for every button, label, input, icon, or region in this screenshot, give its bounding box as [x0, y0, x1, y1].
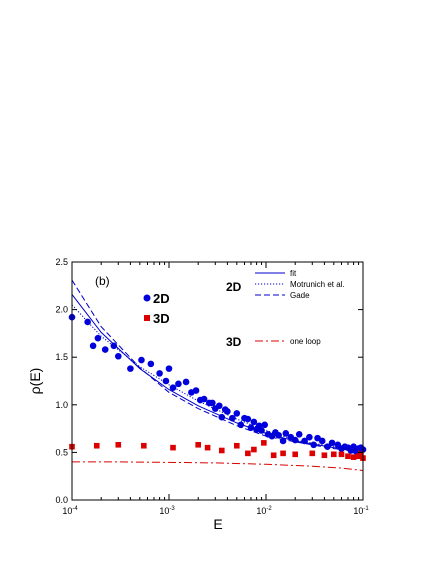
data-point	[127, 365, 134, 372]
data-point	[306, 433, 313, 441]
plot-frame	[71, 261, 364, 501]
legend-marker-circle	[143, 294, 151, 302]
legend-label-one-loop: one loop	[290, 337, 321, 346]
data-point	[93, 442, 100, 449]
y-tick-label: 0.0	[55, 495, 68, 505]
data-point	[195, 441, 201, 448]
data-point	[261, 421, 269, 429]
data-point	[244, 415, 252, 423]
data-point	[345, 453, 351, 460]
data-point	[338, 451, 345, 458]
data-point	[309, 450, 316, 457]
y-tick-label: 1.0	[55, 400, 68, 410]
x-tick-label: 10-1	[353, 506, 369, 516]
line-gade	[71, 279, 364, 452]
data-point	[165, 365, 173, 372]
legend-marker-square	[144, 315, 150, 321]
data-point	[115, 441, 122, 448]
data-point	[101, 346, 109, 353]
data-point	[209, 399, 216, 407]
series-2d	[68, 313, 367, 455]
data-point	[261, 440, 267, 446]
data-point	[250, 418, 258, 426]
data-point	[358, 450, 364, 457]
data-point	[182, 378, 190, 386]
line-fit	[71, 294, 364, 451]
legend-group-2d: 2D	[226, 280, 242, 294]
line-motrunich-et-al	[71, 304, 364, 450]
x-tick-label: 10-2	[256, 506, 272, 516]
data-point	[141, 442, 147, 449]
data-point	[175, 380, 182, 388]
panel-label: (b)	[95, 274, 110, 288]
data-point	[295, 431, 303, 438]
data-point	[156, 370, 163, 377]
data-point	[170, 444, 176, 451]
data-point	[245, 450, 251, 457]
data-point	[192, 387, 200, 394]
series-fit	[71, 294, 364, 451]
legend-label-fit: fit	[290, 269, 297, 278]
y-tick-label: 2.0	[55, 305, 68, 315]
data-point	[224, 408, 231, 415]
data-point	[292, 451, 298, 458]
legend: 2D 3D 2D fit Motrunich et al. Gade 3D one loop	[143, 269, 345, 349]
data-point	[318, 437, 326, 445]
data-point	[200, 395, 208, 403]
data-point	[280, 450, 286, 457]
series-one-loop	[72, 461, 364, 471]
x-tick-label: 10-3	[159, 506, 175, 516]
legend-label-gade: Gade	[290, 291, 310, 300]
data-point	[331, 451, 337, 458]
data-point	[234, 442, 240, 449]
data-point	[89, 342, 97, 350]
x-tick-label: 10-4	[62, 506, 78, 516]
data-point	[233, 410, 241, 417]
plot-series	[68, 279, 367, 471]
series-gade	[71, 279, 364, 452]
x-axis-label: E	[213, 516, 222, 532]
data-point	[84, 318, 91, 326]
series-motrunich-et-al	[71, 304, 364, 450]
data-point	[94, 334, 102, 342]
data-point	[321, 452, 328, 459]
data-point	[138, 356, 145, 364]
legend-group-3d: 3D	[226, 335, 242, 349]
data-point	[350, 454, 357, 460]
data-point	[310, 441, 317, 449]
data-point	[162, 377, 170, 385]
legend-label-2d: 2D	[153, 291, 170, 306]
data-point	[114, 352, 122, 360]
legend-label-3d: 3D	[153, 311, 170, 326]
data-point	[355, 453, 362, 460]
data-point	[218, 447, 225, 454]
data-point	[204, 444, 211, 451]
data-point	[215, 402, 223, 410]
data-point	[147, 360, 155, 368]
line-one-loop	[72, 461, 364, 471]
data-point	[169, 384, 177, 391]
data-point	[328, 439, 336, 447]
y-tick-label: 0.5	[55, 447, 68, 457]
y-tick-label: 1.5	[55, 352, 68, 362]
legend-label-motrunich-et-al: Motrunich et al.	[290, 280, 345, 289]
axis-ticks: 0.0 0.5 1.0 1.5 2.0 2.5 10-4 10-3 10-2 10-1	[55, 257, 369, 516]
data-point	[282, 430, 290, 437]
data-point	[270, 452, 277, 459]
data-point	[251, 446, 257, 453]
y-axis-label: ρ(E)	[27, 368, 43, 395]
y-tick-label: 2.5	[55, 257, 68, 267]
